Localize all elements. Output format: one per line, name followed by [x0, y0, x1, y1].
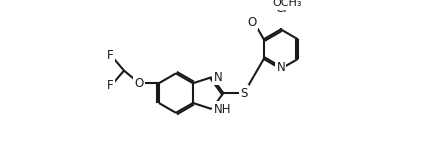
Text: S: S: [240, 87, 248, 100]
Text: O: O: [134, 77, 144, 90]
Text: N: N: [276, 61, 285, 74]
Text: Cl: Cl: [275, 2, 287, 15]
Text: N: N: [213, 71, 222, 84]
Text: NH: NH: [213, 103, 231, 115]
Text: F: F: [107, 49, 114, 62]
Text: F: F: [107, 79, 114, 92]
Text: O: O: [248, 16, 257, 29]
Text: OCH₃: OCH₃: [272, 0, 302, 8]
